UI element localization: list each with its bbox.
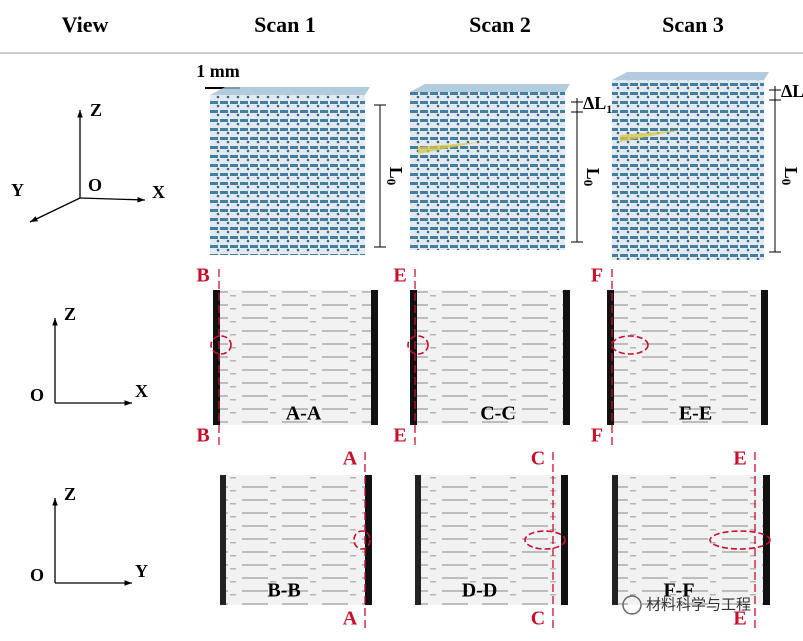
- column-header: Scan 3: [662, 12, 724, 37]
- axis-label: O: [88, 175, 102, 195]
- axis-label: Z: [64, 304, 76, 324]
- section-mark: F: [591, 265, 603, 287]
- specimen-3d-top: [210, 87, 370, 95]
- edge: [563, 290, 570, 425]
- column-header: View: [62, 12, 109, 37]
- column-header: Scan 1: [254, 12, 316, 37]
- length-label: L0: [384, 167, 406, 186]
- section-name: C-C: [480, 403, 516, 425]
- axis-label: Z: [64, 484, 76, 504]
- length-subscript: 0: [779, 179, 794, 186]
- column-header: Scan 2: [469, 12, 531, 37]
- edge: [371, 290, 378, 425]
- ct-slice: [220, 475, 372, 605]
- length-subscript: 0: [581, 180, 596, 187]
- delta-symbol: ΔL: [781, 81, 803, 101]
- defect-marker: [210, 335, 232, 355]
- section-mark: E: [733, 448, 746, 470]
- length-symbol: L: [386, 167, 406, 179]
- arrow-head: [30, 216, 38, 222]
- arrow-head: [52, 498, 58, 506]
- axis-label: Y: [11, 180, 24, 200]
- defect-marker: [709, 530, 771, 550]
- ct-slice: [415, 475, 568, 605]
- edge: [410, 290, 417, 425]
- section-name: D-D: [462, 580, 498, 602]
- section-mark: E: [733, 608, 746, 630]
- axis-label: X: [135, 381, 148, 401]
- axis-label: X: [152, 182, 165, 202]
- edge: [612, 475, 618, 605]
- defect-marker: [524, 530, 566, 550]
- crack: [418, 142, 480, 154]
- defect-marker: [611, 335, 649, 355]
- edge: [761, 290, 768, 425]
- edge: [607, 290, 614, 425]
- section-mark: A: [343, 608, 358, 630]
- axis-label: Y: [135, 561, 148, 581]
- watermark-icon: [622, 595, 642, 615]
- arrow-head: [52, 318, 58, 326]
- ct-slice: [213, 290, 378, 425]
- length-symbol: L: [781, 167, 801, 179]
- ct-slice: [410, 290, 570, 425]
- section-name: B-B: [267, 580, 300, 602]
- ct-slice: [607, 290, 768, 425]
- specimen-3d: [210, 95, 365, 255]
- length-label: L0: [779, 167, 801, 186]
- section-name: A-A: [286, 403, 322, 425]
- section-name: E-E: [679, 403, 712, 425]
- scale-bar-label: 1 mm: [196, 61, 240, 81]
- section-mark: B: [196, 425, 209, 447]
- crack: [620, 130, 682, 142]
- length-symbol: L: [583, 168, 603, 180]
- axis-label: O: [30, 385, 44, 405]
- section-mark: F: [591, 425, 603, 447]
- arrow-head: [137, 197, 145, 203]
- length-label: L0: [581, 168, 603, 187]
- edge: [213, 290, 220, 425]
- axis-arrow: [29, 197, 81, 223]
- section-mark: E: [393, 265, 406, 287]
- axis-arrow: [79, 197, 146, 201]
- specimen-3d-top: [612, 72, 769, 80]
- axis-label: Z: [90, 100, 102, 120]
- ct-slice: [612, 475, 770, 605]
- arrow-head: [124, 400, 132, 406]
- section-mark: E: [393, 425, 406, 447]
- edge: [220, 475, 226, 605]
- edge: [415, 475, 421, 605]
- edge: [763, 475, 770, 605]
- arrow-head: [77, 110, 83, 118]
- defect-marker: [407, 335, 429, 355]
- section-mark: C: [531, 448, 545, 470]
- delta-label: ΔL1: [583, 93, 612, 116]
- section-name: F-F: [663, 580, 694, 602]
- axis-label: O: [30, 565, 44, 585]
- defect-marker: [353, 530, 371, 550]
- delta-label: ΔL2: [781, 81, 803, 104]
- delta-subscript: 1: [606, 102, 612, 116]
- section-mark: A: [343, 448, 358, 470]
- edge: [365, 475, 372, 605]
- length-subscript: 0: [384, 179, 399, 186]
- specimen-3d-top: [410, 84, 570, 92]
- section-mark: B: [196, 265, 209, 287]
- arrow-head: [124, 580, 132, 586]
- delta-symbol: ΔL: [583, 93, 606, 113]
- specimen-3d: [612, 80, 764, 260]
- watermark: 材料科学与工程: [646, 596, 751, 614]
- section-mark: C: [531, 608, 545, 630]
- specimen-3d: [410, 92, 565, 250]
